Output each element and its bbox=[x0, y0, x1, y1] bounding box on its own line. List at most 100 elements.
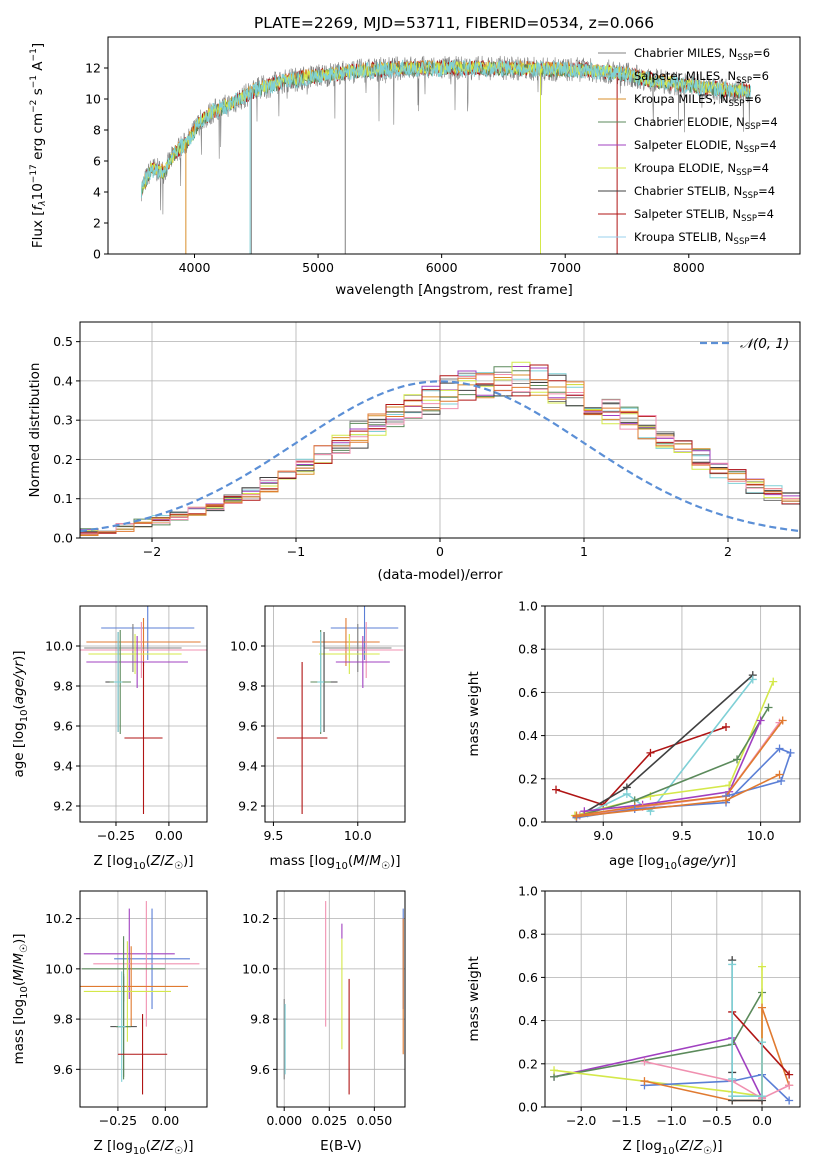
legend-text: Chabrier MILES, N bbox=[634, 46, 737, 60]
weight-marker bbox=[722, 722, 731, 731]
legend-suffix: =4 bbox=[749, 230, 766, 244]
legend-label: Kroupa ELODIE, NSSP=4 bbox=[634, 161, 769, 178]
plot-frame bbox=[276, 890, 406, 1108]
legend-suffix: =4 bbox=[757, 207, 774, 221]
weight-vs-metallicity-panel: −2.0 −1.5 −1.0 −0.5 0.0 0.0 0.2 0.4 0.6 0.8 1.0 Z [… bbox=[466, 884, 801, 1157]
y-tick-label: 2 bbox=[93, 216, 101, 231]
legend-subscript: SSP bbox=[736, 76, 752, 86]
legend-label: Chabrier ELODIE, NSSP=4 bbox=[634, 115, 778, 132]
errorbars bbox=[80, 901, 200, 1095]
y-axis-label: Flux [fλ10−17 erg cm−2 s−1 A−1] bbox=[29, 43, 48, 248]
y-axis-label: age [log10(age/yr)] bbox=[11, 650, 30, 777]
model-spectrum-line bbox=[140, 59, 752, 198]
legend-label: Salpeter MILES, NSSP=6 bbox=[634, 69, 769, 86]
weight-series-line bbox=[553, 1036, 763, 1099]
y-tick-label: 0.0 bbox=[53, 531, 73, 546]
x-tick-label: 0.000 bbox=[266, 1113, 302, 1128]
weight-marker bbox=[758, 1092, 767, 1101]
y-tick-label: 9.8 bbox=[53, 1012, 73, 1027]
axes: −2.0 −1.5 −1.0 −0.5 0.0 0.0 0.2 0.4 0.6 0.8 1.0 bbox=[518, 884, 800, 1128]
y-tick-label: 10.2 bbox=[242, 911, 270, 926]
legend-label: Salpeter STELIB, NSSP=4 bbox=[634, 207, 774, 224]
weight-marker bbox=[552, 785, 561, 794]
weight-marker bbox=[777, 776, 786, 785]
x-tick-label: 0.00 bbox=[151, 1113, 179, 1128]
weight-series-line bbox=[731, 964, 763, 1097]
x-tick-label: 9.5 bbox=[672, 828, 692, 843]
histogram-step-line bbox=[80, 366, 800, 538]
legend-text: Kroupa STELIB, N bbox=[634, 230, 734, 244]
weight-marker bbox=[769, 677, 778, 686]
y-tick-label: 0.1 bbox=[53, 491, 73, 506]
legend-text: Salpeter STELIB, N bbox=[634, 207, 741, 221]
legend-label: Chabrier STELIB, NSSP=4 bbox=[634, 184, 775, 201]
axes: 9.0 9.5 10.0 0.0 0.2 0.4 0.6 0.8 1.0 bbox=[518, 599, 800, 843]
weight-series-line bbox=[731, 1011, 790, 1076]
legend-subscript: SSP bbox=[734, 237, 750, 247]
age-vs-metallicity-panel: −0.25 0.00 9.2 9.4 9.6 9.8 10.0 Z [log10(Z/Z☉)]… bbox=[11, 605, 208, 872]
legend-text: Kroupa MILES, N bbox=[634, 92, 729, 106]
weight-series-line bbox=[644, 1073, 790, 1102]
weight-marker bbox=[758, 1003, 767, 1012]
x-axis-label: Z [log10(Z/Z☉)] bbox=[623, 1138, 723, 1157]
y-tick-label: 10.0 bbox=[242, 961, 270, 976]
spectrum-panel: 4000 5000 6000 7000 8000 0 2 4 6 8 10 12 PLATE=2269,… bbox=[29, 14, 801, 298]
legend-text: Salpeter MILES, N bbox=[634, 69, 736, 83]
y-tick-label: 0.6 bbox=[518, 970, 538, 985]
legend-subscript: SSP bbox=[729, 99, 745, 109]
x-tick-label: −1.5 bbox=[611, 1113, 641, 1128]
y-tick-label: 9.8 bbox=[250, 1012, 270, 1027]
plot-frame bbox=[264, 605, 406, 823]
x-tick-label: 9.5 bbox=[263, 828, 283, 843]
y-tick-label: 9.2 bbox=[238, 799, 258, 814]
weight-series-line bbox=[587, 678, 754, 815]
axes: 4000 5000 6000 7000 8000 0 2 4 6 8 10 12 bbox=[85, 61, 705, 276]
x-tick-label: 0.025 bbox=[311, 1113, 347, 1128]
weight-marker bbox=[756, 716, 765, 725]
x-tick-label: 1 bbox=[580, 544, 588, 559]
model-spectrum-line bbox=[140, 60, 752, 195]
weight-marker bbox=[778, 716, 787, 725]
legend-suffix: =4 bbox=[758, 184, 775, 198]
legend-suffix: =4 bbox=[760, 138, 777, 152]
legend-label: Chabrier MILES, NSSP=6 bbox=[634, 46, 770, 63]
y-tick-label: 9.6 bbox=[238, 719, 258, 734]
weight-marker bbox=[785, 1081, 794, 1090]
y-tick-label: 9.4 bbox=[53, 759, 73, 774]
weight-vs-age-panel: 9.0 9.5 10.0 0.0 0.2 0.4 0.6 0.8 1.0 age [log10(a… bbox=[466, 599, 801, 872]
weight-marker bbox=[786, 748, 795, 757]
plot-frame bbox=[544, 605, 801, 823]
legend-suffix: =6 bbox=[752, 69, 769, 83]
y-tick-label: 1.0 bbox=[518, 599, 538, 614]
y-tick-label: 0.2 bbox=[518, 1056, 538, 1071]
legend-suffix: =6 bbox=[753, 46, 770, 60]
legend-label: 𝒩(0, 1) bbox=[740, 336, 789, 352]
x-tick-label: −2 bbox=[143, 544, 161, 559]
y-tick-label: 9.8 bbox=[238, 679, 258, 694]
weight-marker bbox=[640, 1057, 649, 1066]
y-axis-label: Normed distribution bbox=[27, 363, 43, 498]
plot-frame bbox=[79, 890, 208, 1108]
mass-vs-metallicity-panel: −0.25 0.00 9.6 9.8 10.0 10.2 Z [log10(Z/Z☉)] ma… bbox=[11, 890, 208, 1157]
y-tick-label: 12 bbox=[85, 61, 101, 76]
x-axis-label: age [log10(age/yr)] bbox=[609, 853, 736, 872]
x-tick-label: −0.25 bbox=[99, 1113, 137, 1128]
x-tick-label: 6000 bbox=[426, 260, 458, 275]
weight-series-line bbox=[553, 966, 763, 1098]
legend-subscript: SSP bbox=[741, 214, 757, 224]
weight-marker bbox=[728, 1092, 737, 1101]
y-tick-label: 9.6 bbox=[53, 719, 73, 734]
weight-marker bbox=[758, 1038, 767, 1047]
x-tick-label: −1 bbox=[287, 544, 305, 559]
y-axis-label: mass weight bbox=[466, 956, 482, 1041]
legend-text: Chabrier STELIB, N bbox=[634, 184, 742, 198]
x-tick-label: 0.050 bbox=[356, 1113, 392, 1128]
y-tick-label: 0.8 bbox=[518, 927, 538, 942]
weight-marker bbox=[758, 962, 767, 971]
y-tick-label: 0.2 bbox=[53, 452, 73, 467]
y-tick-label: 0.0 bbox=[518, 815, 538, 830]
weight-marker bbox=[630, 805, 639, 814]
x-tick-label: 10.0 bbox=[747, 828, 775, 843]
